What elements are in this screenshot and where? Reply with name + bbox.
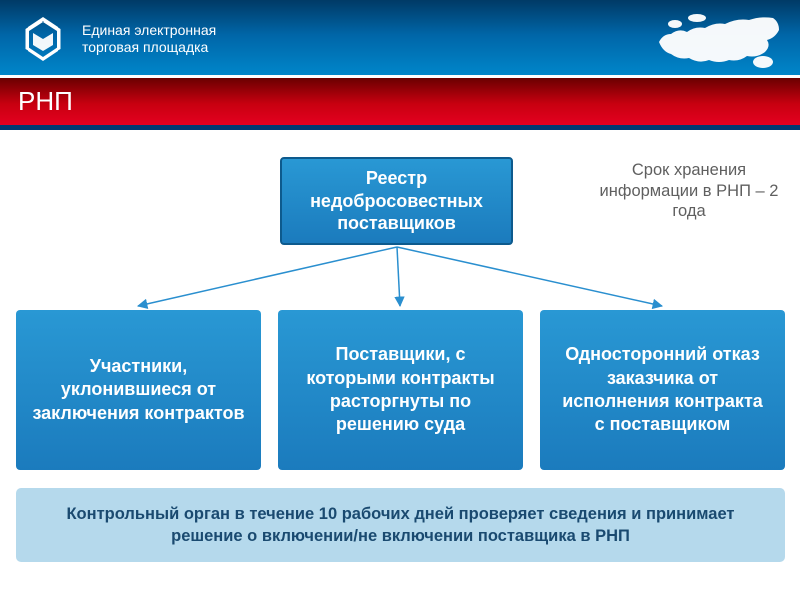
child-node-2-label: Поставщики, с которыми контракты расторг… [294, 343, 507, 437]
root-node-label: Реестр недобросовестных поставщиков [292, 167, 501, 235]
child-node-3: Односторонний отказ заказчика от исполне… [540, 310, 785, 470]
header: Единая электронная торговая площадка [0, 0, 800, 78]
child-node-2: Поставщики, с которыми контракты расторг… [278, 310, 523, 470]
logo-icon [18, 14, 68, 64]
root-node: Реестр недобросовестных поставщиков [280, 157, 513, 245]
side-note: Срок хранения информации в РНП – 2 года [590, 160, 788, 222]
footer-note-text: Контрольный орган в течение 10 рабочих д… [56, 503, 745, 548]
child-node-3-label: Односторонний отказ заказчика от исполне… [556, 343, 769, 437]
logo-text-line2: торговая площадка [82, 39, 216, 57]
logo: Единая электронная торговая площадка [18, 14, 216, 64]
page-title: РНП [18, 86, 73, 117]
child-node-1-label: Участники, уклонившиеся от заключения ко… [32, 355, 245, 425]
map-icon [657, 6, 782, 76]
logo-text-line1: Единая электронная [82, 22, 216, 40]
logo-text: Единая электронная торговая площадка [82, 22, 216, 57]
child-node-1: Участники, уклонившиеся от заключения ко… [16, 310, 261, 470]
title-bar: РНП [0, 78, 800, 130]
footer-note: Контрольный орган в течение 10 рабочих д… [16, 488, 785, 562]
diagram-area: Реестр недобросовестных поставщиков Срок… [0, 130, 800, 600]
